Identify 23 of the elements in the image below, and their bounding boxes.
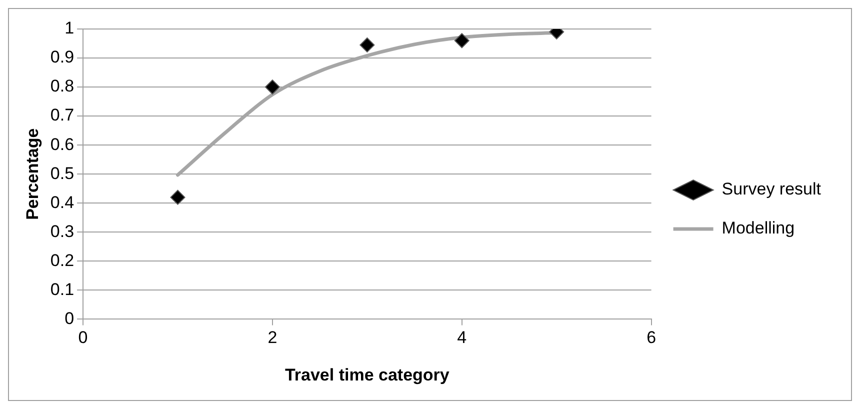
y-tick-label: 0.3 xyxy=(50,222,74,241)
x-tick-label: 0 xyxy=(78,328,88,348)
y-tick-label: 0.6 xyxy=(50,134,74,154)
y-axis-title: Percentage xyxy=(22,128,42,220)
legend-label: Modelling xyxy=(722,218,795,238)
y-tick-label: 0.4 xyxy=(50,192,74,212)
y-tick-label: 0.8 xyxy=(50,76,74,96)
point xyxy=(264,80,280,95)
y-tick-label: 0.2 xyxy=(50,250,74,270)
x-tick-label: 4 xyxy=(457,328,467,348)
y-tick-label: 0.9 xyxy=(50,48,74,67)
point xyxy=(360,37,375,52)
y-tick-label: 0.1 xyxy=(50,280,74,299)
y-tick-label: 0.5 xyxy=(50,164,74,183)
y-tick-label: 0.7 xyxy=(50,106,74,125)
x-tick-label: 6 xyxy=(646,328,656,348)
y-tick-label: 0 xyxy=(64,308,74,328)
legend-label: Survey result xyxy=(722,180,822,199)
y-tick-label: 1 xyxy=(64,18,74,38)
point xyxy=(454,33,470,48)
point xyxy=(170,190,186,205)
x-tick-label: 2 xyxy=(268,328,278,348)
x-axis-title: Travel time category xyxy=(284,365,450,384)
